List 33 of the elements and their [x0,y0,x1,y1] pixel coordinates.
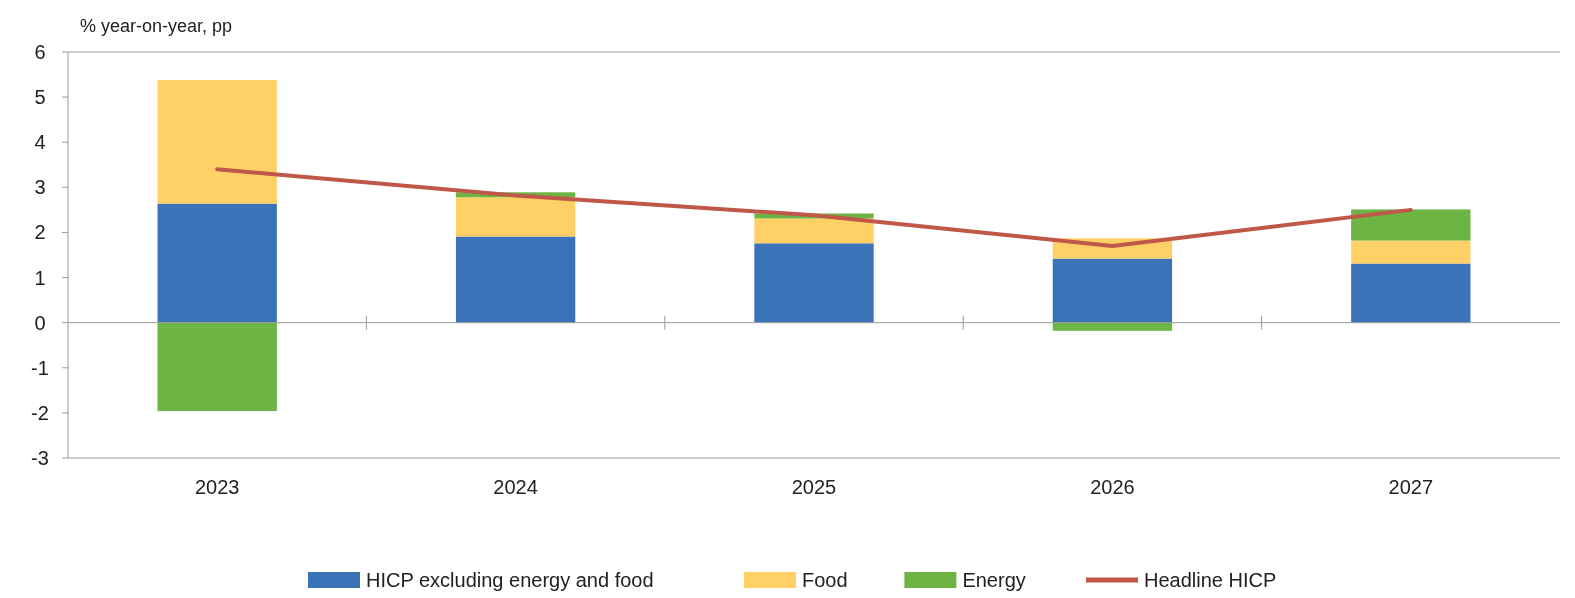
x-tick-label: 2024 [493,476,538,498]
bar [157,322,277,412]
y-tick-label: 2 [34,221,46,244]
legend-label: Energy [962,569,1026,591]
bar [1351,240,1471,264]
y-tick-label: 0 [34,311,46,334]
y-tick-label: -2 [31,401,49,424]
y-tick-label: 3 [34,176,46,199]
bar [754,243,874,323]
y-tick-label: 1 [34,266,46,289]
legend-label: Headline HICP [1144,569,1277,591]
bar [754,218,874,244]
x-tick-label: 2025 [791,476,837,498]
x-tick-label: 2027 [1388,476,1434,498]
bar [157,79,277,204]
y-tick-label: 5 [34,86,46,109]
bar [1052,258,1173,323]
bar [455,197,576,237]
bar [1052,322,1173,331]
bar [1351,263,1471,323]
bar [157,203,277,323]
x-tick-label: 2023 [194,476,240,498]
bar [1351,209,1471,241]
bar [455,236,576,323]
x-tick-label: 2026 [1090,476,1135,498]
y-tick-label: -1 [31,356,49,379]
legend-label: HICP excluding energy and food [366,569,654,591]
y-tick-label: 4 [34,131,46,154]
legend-label: Food [802,569,848,591]
y-tick-label: 6 [34,41,46,63]
y-tick-label: -3 [31,447,49,469]
line-series [215,167,1413,248]
y-axis-title: % year-on-year, pp [80,16,233,36]
